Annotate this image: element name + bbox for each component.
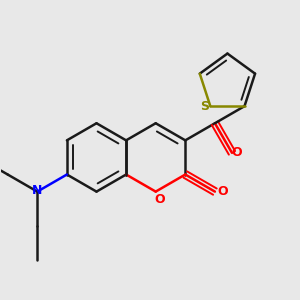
Text: O: O xyxy=(154,193,165,206)
Text: S: S xyxy=(200,100,209,113)
Text: O: O xyxy=(217,185,228,198)
Text: O: O xyxy=(231,146,242,159)
Text: N: N xyxy=(32,184,43,196)
